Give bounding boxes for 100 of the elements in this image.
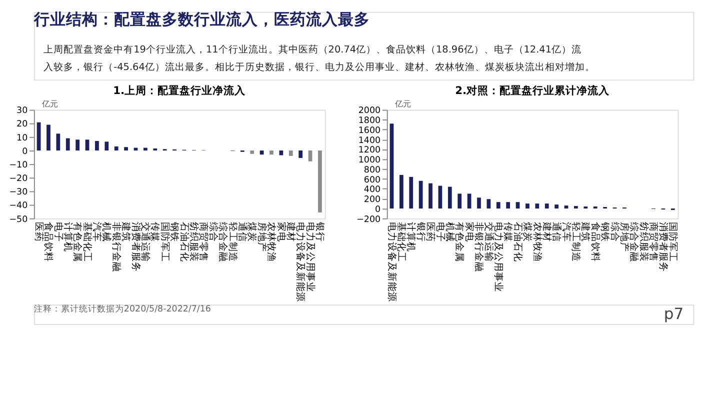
y-tick-label: 1400 bbox=[358, 136, 381, 146]
bar bbox=[458, 194, 462, 208]
text: 上周配置盘资金中有19个行业流入，11个行业流出。其中医药（20.74亿）、食品饮料（18.96亿）、电子（12.41亿）流入较多，银行（-45.64亿）流出最多。相比于历史数据，银行、电力及公用事业、建材、农林牧渔、煤炭板块流出相对增加。 bbox=[44, 44, 595, 74]
x-tick-label: 电子 bbox=[434, 222, 446, 242]
x-tick-label: 综合 bbox=[608, 222, 621, 242]
y-axis-title: 亿元 bbox=[41, 99, 58, 108]
y-tick-label: −200 bbox=[356, 214, 381, 225]
x-tick-label: 基础化工 bbox=[81, 222, 94, 262]
y-tick-label: 0 bbox=[22, 146, 28, 157]
x-tick-label: 食品饮料 bbox=[42, 222, 55, 262]
x-tick-label: 家电 bbox=[463, 222, 476, 242]
y-tick-label: −20 bbox=[9, 174, 28, 184]
y-tick-label: −50 bbox=[9, 214, 28, 225]
bar bbox=[486, 199, 491, 208]
y-tick-label: −30 bbox=[9, 188, 28, 198]
bar bbox=[95, 140, 99, 150]
x-tick-label: 国防军工 bbox=[667, 222, 680, 262]
y-tick-label: 10 bbox=[16, 133, 28, 144]
bar bbox=[390, 124, 394, 208]
bar bbox=[428, 183, 432, 208]
chart-title: 1.上周：配置盘行业净流入 bbox=[113, 84, 247, 98]
text: 注释：累计统计数据为2020/5/8-2022/7/16 bbox=[34, 303, 211, 314]
y-tick-label: 600 bbox=[364, 175, 381, 186]
y-tick-label: −40 bbox=[9, 201, 28, 212]
x-tick-label: 综合 bbox=[207, 222, 220, 242]
bar bbox=[36, 122, 41, 150]
bar bbox=[279, 150, 284, 156]
x-tick-label: 国防军工 bbox=[158, 222, 171, 262]
x-tick-label: 有色金属 bbox=[454, 222, 466, 262]
bar bbox=[288, 150, 293, 156]
x-tick-label: 家电 bbox=[275, 222, 288, 242]
x-tick-label: 纺织服装 bbox=[638, 222, 650, 262]
y-tick-label: 200 bbox=[364, 195, 381, 206]
bar bbox=[85, 140, 90, 150]
bar bbox=[409, 176, 414, 208]
y-tick-label: 1800 bbox=[358, 116, 381, 126]
x-tick-label: 计算机 bbox=[405, 222, 418, 252]
bar bbox=[554, 204, 558, 208]
bar bbox=[448, 186, 452, 208]
bar bbox=[496, 202, 500, 208]
x-tick-label: 电力设备及新能源 bbox=[294, 222, 307, 302]
x-tick-label: 通信 bbox=[550, 222, 563, 242]
bar bbox=[418, 180, 423, 208]
x-tick-label: 农林牧渔 bbox=[266, 222, 278, 262]
bar bbox=[124, 147, 128, 150]
y-tick-label: 1200 bbox=[358, 146, 381, 156]
y-tick-label: 0 bbox=[375, 204, 381, 215]
x-tick-label: 非银行金融 bbox=[110, 222, 122, 272]
bar bbox=[506, 202, 510, 208]
bar bbox=[298, 150, 303, 158]
y-tick-label: 30 bbox=[16, 106, 28, 116]
x-tick-label: 有色金属 bbox=[72, 222, 84, 262]
y-axis-title: 亿元 bbox=[394, 99, 412, 108]
x-tick-label: 商贸零售 bbox=[198, 222, 210, 262]
x-tick-label: 房地产 bbox=[256, 222, 268, 252]
y-tick-label: 2000 bbox=[358, 106, 381, 116]
bar bbox=[104, 142, 109, 150]
x-tick-label: 煤炭 bbox=[522, 222, 534, 242]
bar bbox=[516, 202, 520, 208]
x-tick-label: 银行 bbox=[314, 220, 326, 242]
x-tick-label: 纺织服装 bbox=[188, 222, 200, 262]
x-tick-label: 传媒 bbox=[149, 222, 160, 242]
x-tick-label: 电力设备及新能源 bbox=[386, 222, 398, 302]
x-tick-label: 汽车 bbox=[91, 222, 104, 242]
x-tick-label: 轻工制造 bbox=[570, 222, 582, 262]
x-tick-label: 煤炭 bbox=[246, 222, 258, 242]
x-tick-label: 银行 bbox=[414, 220, 426, 242]
x-tick-label: 综合金融 bbox=[217, 222, 230, 262]
bar bbox=[564, 206, 568, 208]
chart-title: 2.对照：配置盘行业累计净流入 bbox=[455, 84, 611, 98]
bar bbox=[76, 140, 80, 150]
bar bbox=[56, 134, 60, 150]
x-tick-label: 医药 bbox=[32, 222, 45, 242]
y-tick-label: 1000 bbox=[358, 156, 381, 166]
bar bbox=[467, 194, 472, 208]
bar bbox=[544, 204, 549, 208]
bar bbox=[535, 204, 540, 208]
bar bbox=[270, 150, 274, 155]
x-tick-label: 非银行金融 bbox=[473, 222, 486, 272]
x-tick-label: 轻工制造 bbox=[226, 222, 239, 262]
bar bbox=[399, 174, 404, 208]
y-tick-label: 1600 bbox=[358, 126, 381, 136]
bar bbox=[114, 146, 118, 150]
x-tick-label: 综合金融 bbox=[628, 222, 640, 262]
x-tick-label: 交通运输 bbox=[140, 222, 152, 262]
bar bbox=[46, 124, 50, 150]
x-tick-label: 消费者服务 bbox=[130, 222, 142, 272]
x-tick-label: 交通运输 bbox=[482, 222, 495, 262]
x-tick-label: 汽车 bbox=[560, 222, 572, 242]
bar bbox=[477, 198, 481, 208]
bar bbox=[308, 150, 312, 162]
x-tick-label: 消费者服务 bbox=[657, 222, 670, 272]
x-tick-label: 商贸零售 bbox=[648, 222, 660, 262]
x-tick-label: 基础化工 bbox=[396, 222, 408, 262]
y-tick-label: −10 bbox=[9, 160, 28, 170]
x-tick-label: 通信 bbox=[236, 222, 248, 242]
bar bbox=[144, 148, 148, 150]
bar bbox=[66, 138, 70, 150]
y-tick-label: 400 bbox=[364, 185, 381, 196]
x-tick-label: 建筑 bbox=[120, 220, 132, 242]
